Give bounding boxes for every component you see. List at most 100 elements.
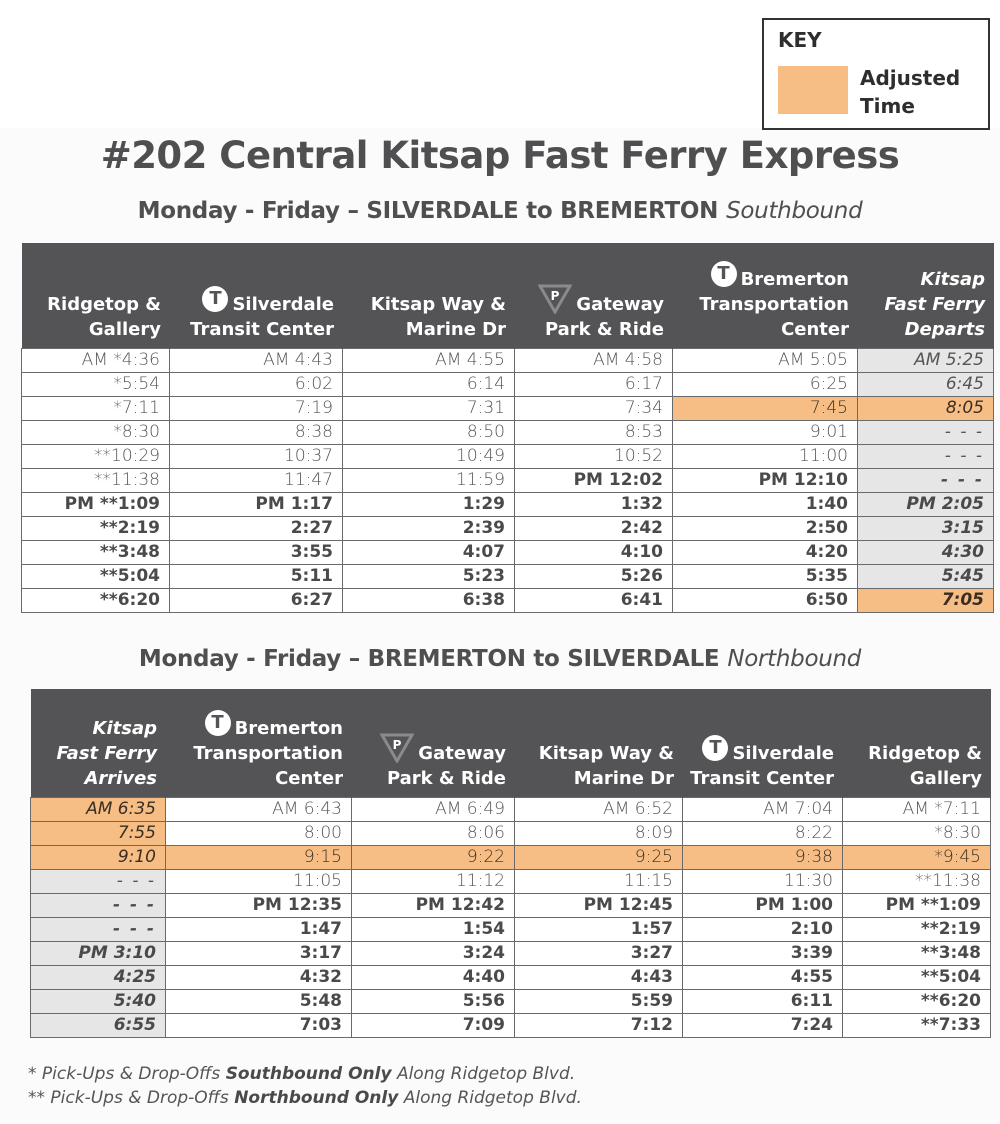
table-cell: 6:27	[169, 587, 343, 613]
column-header-text: T Bremerton	[170, 709, 343, 741]
table-cell: 9:25	[514, 844, 683, 870]
table-row: 5:40 5:48 5:56 5:59 6:11 **6:20	[30, 988, 991, 1014]
table-cell: 4:32	[165, 964, 352, 990]
table-cell: PM **1:09	[842, 892, 991, 918]
table-cell: 9:22	[351, 844, 515, 870]
table-cell: AM 4:55	[342, 347, 515, 373]
table-cell: AM 6:52	[514, 796, 683, 822]
table-cell: 2:42	[514, 515, 673, 541]
table-row: - - -11:05 11:12 11:15 11:30 **11:38	[30, 868, 991, 894]
table-cell: 5:35	[672, 563, 858, 589]
table-cell: 6:50	[672, 587, 858, 613]
column-header-text: Gallery	[909, 767, 982, 789]
svg-text:P: P	[551, 289, 560, 303]
table-cell: **5:04	[21, 563, 170, 589]
footnote-text: Along Ridgetop Blvd.	[398, 1088, 582, 1108]
table-cell: 5:48	[165, 988, 352, 1014]
column-header-text: Kitsap	[920, 268, 985, 290]
column-header-text: Silverdale	[732, 742, 834, 764]
table-cell: 3:39	[682, 940, 843, 966]
table-cell: PM 3:10	[30, 940, 166, 966]
column-header-text: Silverdale	[232, 293, 334, 315]
table-cell: 7:19	[169, 395, 343, 421]
page-title: #202 Central Kitsap Fast Ferry Express	[100, 134, 900, 177]
table-cell: **6:20	[842, 988, 991, 1014]
column-header-bremerton: T Bremerton Transportation Center	[672, 243, 858, 348]
table-cell: 5:40	[30, 988, 166, 1014]
table-cell: 1:32	[514, 491, 673, 517]
key-label: Adjusted Time	[860, 66, 961, 118]
table-cell: AM 4:58	[514, 347, 673, 373]
table-cell: PM 12:45	[514, 892, 683, 918]
table-cell: 7:09	[351, 1012, 515, 1038]
table-row: **2:19 2:27 2:39 2:42 2:50 3:15	[21, 515, 994, 541]
table-cell: **5:04	[842, 964, 991, 990]
table-cell: PM 12:02	[514, 467, 673, 493]
table-cell: 5:11	[169, 563, 343, 589]
table-cell: 3:17	[165, 940, 352, 966]
column-header-text: Transportation	[193, 742, 343, 764]
table-cell: *7:11	[21, 395, 170, 421]
column-header-text: Gateway	[576, 293, 664, 315]
table-cell: 2:39	[342, 515, 515, 541]
column-header-silverdale: T Silverdale Transit Center	[169, 243, 343, 348]
table-cell: 4:20	[672, 539, 858, 565]
table-cell: 1:54	[351, 916, 515, 942]
table-cell: 4:25	[30, 964, 166, 990]
table-cell: 8:53	[514, 419, 673, 445]
column-header-text: Transportation	[699, 293, 849, 315]
table-cell: 10:49	[342, 443, 515, 469]
table-cell: 6:38	[342, 587, 515, 613]
table-cell: 11:00	[672, 443, 858, 469]
table-cell: 11:30	[682, 868, 843, 894]
table-cell: 7:31	[342, 395, 515, 421]
transit-center-icon: T	[702, 734, 729, 761]
table-row: PM 3:10 3:17 3:24 3:27 3:39 **3:48	[30, 940, 991, 966]
table-cell: PM 1:00	[682, 892, 843, 918]
table-cell: 7:24	[682, 1012, 843, 1038]
column-header-text: Center	[781, 318, 849, 340]
column-header-text: Center	[275, 767, 343, 789]
table-cell: AM 6:49	[351, 796, 515, 822]
column-header-text: Marine Dr	[405, 318, 506, 340]
table-cell: 6:17	[514, 371, 673, 397]
key-title: KEY	[778, 28, 822, 52]
table-header-row: Ridgetop & Gallery T Silverdale Transit Cen…	[21, 243, 994, 348]
column-header-text: Bremerton	[740, 268, 849, 290]
column-header-text: Transit Center	[190, 318, 334, 340]
column-header-text: Arrives	[84, 767, 157, 789]
footnote-southbound: * Pick-Ups & Drop-Offs Southbound Only A…	[28, 1062, 582, 1086]
table-cell: 1:29	[342, 491, 515, 517]
table-cell: 9:01	[672, 419, 858, 445]
footnote-text: Along Ridgetop Blvd.	[391, 1064, 576, 1084]
column-header-text: Transit Center	[690, 767, 834, 789]
table-cell: *8:30	[21, 419, 170, 445]
table-cell: 3:55	[169, 539, 343, 565]
table-row: - - - PM 12:35 PM 12:42 PM 12:45 PM 1:00 PM *…	[30, 892, 991, 918]
table-cell: 4:10	[514, 539, 673, 565]
table-cell: 7:03	[165, 1012, 352, 1038]
table-cell: 10:52	[514, 443, 673, 469]
table-cell: 8:38	[169, 419, 343, 445]
southbound-heading-text: Monday - Friday – SILVERDALE to BREMERTO…	[137, 198, 719, 224]
column-header-text: Departs	[904, 318, 985, 340]
table-cell: 11:12	[351, 868, 515, 894]
table-cell: 6:25	[672, 371, 858, 397]
table-row: *5:54 6:02 6:14 6:17 6:25 6:45	[21, 371, 994, 397]
table-row: 6:55 7:03 7:09 7:12 7:24 **7:33	[30, 1012, 991, 1038]
table-cell: 5:45	[857, 563, 994, 589]
table-cell: AM *7:11	[842, 796, 991, 822]
footnote-text: Northbound Only	[234, 1088, 399, 1108]
table-cell: 8:50	[342, 419, 515, 445]
table-cell: - - -	[30, 868, 166, 894]
table-row: AM 6:35 AM 6:43 AM 6:49 AM 6:52 AM 7:04 AM *7…	[30, 796, 991, 822]
northbound-direction: Northbound	[727, 646, 862, 672]
table-cell: *5:54	[21, 371, 170, 397]
table-cell: **11:38	[21, 467, 170, 493]
column-header-text: Gallery	[88, 318, 161, 340]
table-cell: 5:59	[514, 988, 683, 1014]
table-cell: 8:06	[351, 820, 515, 846]
column-header-text: Kitsap	[92, 717, 157, 739]
table-cell: *9:45	[842, 844, 991, 870]
table-cell: 11:05	[165, 868, 352, 894]
